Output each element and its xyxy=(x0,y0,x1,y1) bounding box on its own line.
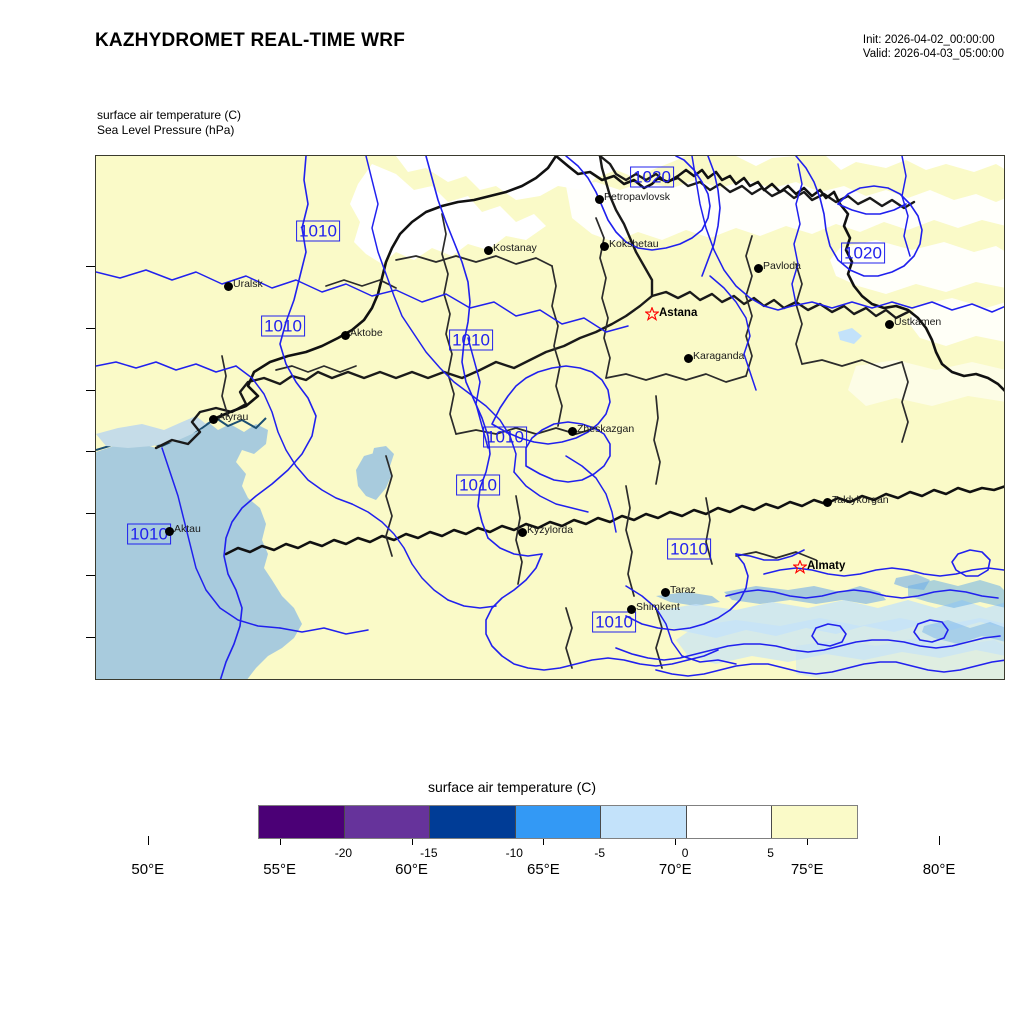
isobar-label: 1020 xyxy=(630,166,674,188)
isobar-contours xyxy=(219,156,1004,679)
city-dot-icon xyxy=(822,497,832,507)
city-dot-icon xyxy=(567,426,577,436)
city-label: Ustkamen xyxy=(894,316,942,328)
city-label: Zheskazgan xyxy=(577,423,635,435)
colorbar-segment-1 xyxy=(344,806,431,838)
colorbar-tick-label: 5 xyxy=(767,846,774,860)
x-axis-tick-label: 65°E xyxy=(527,861,560,878)
y-axis-tick-mark xyxy=(86,266,95,268)
y-axis-tick-mark xyxy=(86,451,95,453)
x-axis-tick-mark xyxy=(807,836,809,845)
x-axis-tick-label: 60°E xyxy=(395,861,428,878)
capital-star-icon xyxy=(793,560,807,574)
x-axis-tick-mark xyxy=(939,836,941,845)
y-axis-tick-mark xyxy=(86,513,95,515)
city-dot-icon xyxy=(753,263,763,273)
y-axis-tick-mark xyxy=(86,389,95,391)
valid-time: Valid: 2026-04-03_05:00:00 xyxy=(862,48,1004,60)
isobar-label: 1010 xyxy=(456,474,500,496)
city-label: Kostanay xyxy=(493,242,537,254)
x-axis-tick-mark xyxy=(279,836,281,845)
map-plot-area[interactable]: 1020 1010 1020 1010 1010 1010 1010 1010 1010 1010… xyxy=(95,155,1005,680)
y-axis-tick-mark xyxy=(86,327,95,329)
y-axis-tick-mark xyxy=(86,575,95,576)
init-time: Init: 2026-04-02_00:00:00 xyxy=(862,34,995,46)
isobar-label: 1010 xyxy=(483,426,527,448)
colorbar-title: surface air temperature (C) xyxy=(427,779,597,795)
x-axis-tick-mark xyxy=(675,836,677,845)
colorbar-segment-6 xyxy=(772,806,858,838)
city-label: Pavloda xyxy=(763,260,801,272)
colorbar-segment-2 xyxy=(430,806,516,838)
x-axis-tick-mark xyxy=(411,836,413,845)
rivers xyxy=(96,156,1004,665)
city-dot-icon xyxy=(340,330,350,340)
city-label: Karaganda xyxy=(693,350,745,362)
x-axis-tick-label: 50°E xyxy=(131,861,165,878)
colorbar-segment-3 xyxy=(515,806,602,838)
subtitle-pressure: Sea Level Pressure (hPa) xyxy=(97,123,235,137)
page-title: KAZHYDROMET REAL-TIME WRF xyxy=(95,30,406,51)
city-label: Uralsk xyxy=(233,278,263,290)
city-dot-icon xyxy=(594,194,604,204)
colorbar-segment-0 xyxy=(259,806,345,838)
city-dot-icon xyxy=(599,241,609,251)
city-dot-icon xyxy=(626,604,636,614)
x-axis-tick-label: 70°E xyxy=(658,861,692,878)
city-dot-icon xyxy=(517,527,527,537)
x-axis-tick-label: 55°E xyxy=(263,861,296,878)
temperature-fill-white xyxy=(350,156,1004,406)
city-label: Kyzylorda xyxy=(527,524,574,536)
x-axis-tick-label: 75°E xyxy=(790,861,824,878)
field-subtitle: surface air temperature (C) Sea Level Pr… xyxy=(97,108,241,138)
colorbar-tick-label: -15 xyxy=(420,846,438,860)
x-axis-tick-mark xyxy=(147,836,149,845)
isobar-label: 1010 xyxy=(296,220,340,242)
subtitle-temperature: surface air temperature (C) xyxy=(97,108,242,122)
isobar-label: 1010 xyxy=(127,523,171,545)
cold-mountain-fill xyxy=(656,580,1004,679)
isobar-label: 1010 xyxy=(449,329,493,351)
caspian-sea xyxy=(96,416,302,679)
city-label: Aktau xyxy=(174,523,201,535)
run-metadata: Init: 2026-04-02_00:00:00 Valid: 2026-04… xyxy=(863,33,1004,61)
y-axis-tick-mark xyxy=(86,636,95,638)
city-label: Shimkent xyxy=(636,601,680,613)
isobar-label: 1010 xyxy=(592,611,636,633)
city-label: Almaty xyxy=(807,560,846,572)
city-label: Aktobe xyxy=(350,327,383,339)
city-label: Petropavlovsk xyxy=(604,191,670,203)
colorbar[interactable] xyxy=(258,805,858,839)
city-dot-icon xyxy=(164,526,174,536)
isobar-label: 1020 xyxy=(841,242,885,264)
colorbar-tick-label: 0 xyxy=(681,846,689,860)
city-dot-icon xyxy=(208,414,218,424)
city-label: Atyrau xyxy=(218,411,249,423)
city-dot-icon xyxy=(660,587,670,597)
colorbar-segment-5 xyxy=(686,806,773,838)
capital-star-icon xyxy=(645,307,659,321)
city-label: Taraz xyxy=(670,584,696,596)
city-label: Kokshetau xyxy=(609,238,659,250)
colorbar-tick-label: -20 xyxy=(334,846,353,860)
kazakhstan-outline xyxy=(214,156,1004,556)
colorbar-tick-label: -10 xyxy=(505,846,523,860)
x-axis-tick-mark xyxy=(543,836,545,845)
isobar-label: 1010 xyxy=(261,315,305,337)
city-dot-icon xyxy=(884,319,894,329)
city-dot-icon xyxy=(223,281,233,291)
colorbar-segment-4 xyxy=(601,806,687,838)
x-axis-tick-label: 80°E xyxy=(922,861,956,878)
map-container[interactable]: 1020 1010 1020 1010 1010 1010 1010 1010 1010 1010… xyxy=(86,155,1005,878)
province-borders xyxy=(221,213,909,669)
isobar-label: 1010 xyxy=(667,538,711,560)
colorbar-tick-label: -5 xyxy=(594,846,606,860)
city-label: Taldykorgan xyxy=(832,494,889,506)
city-label: Astana xyxy=(659,307,698,319)
city-dot-icon xyxy=(483,245,493,255)
city-dot-icon xyxy=(683,353,693,363)
